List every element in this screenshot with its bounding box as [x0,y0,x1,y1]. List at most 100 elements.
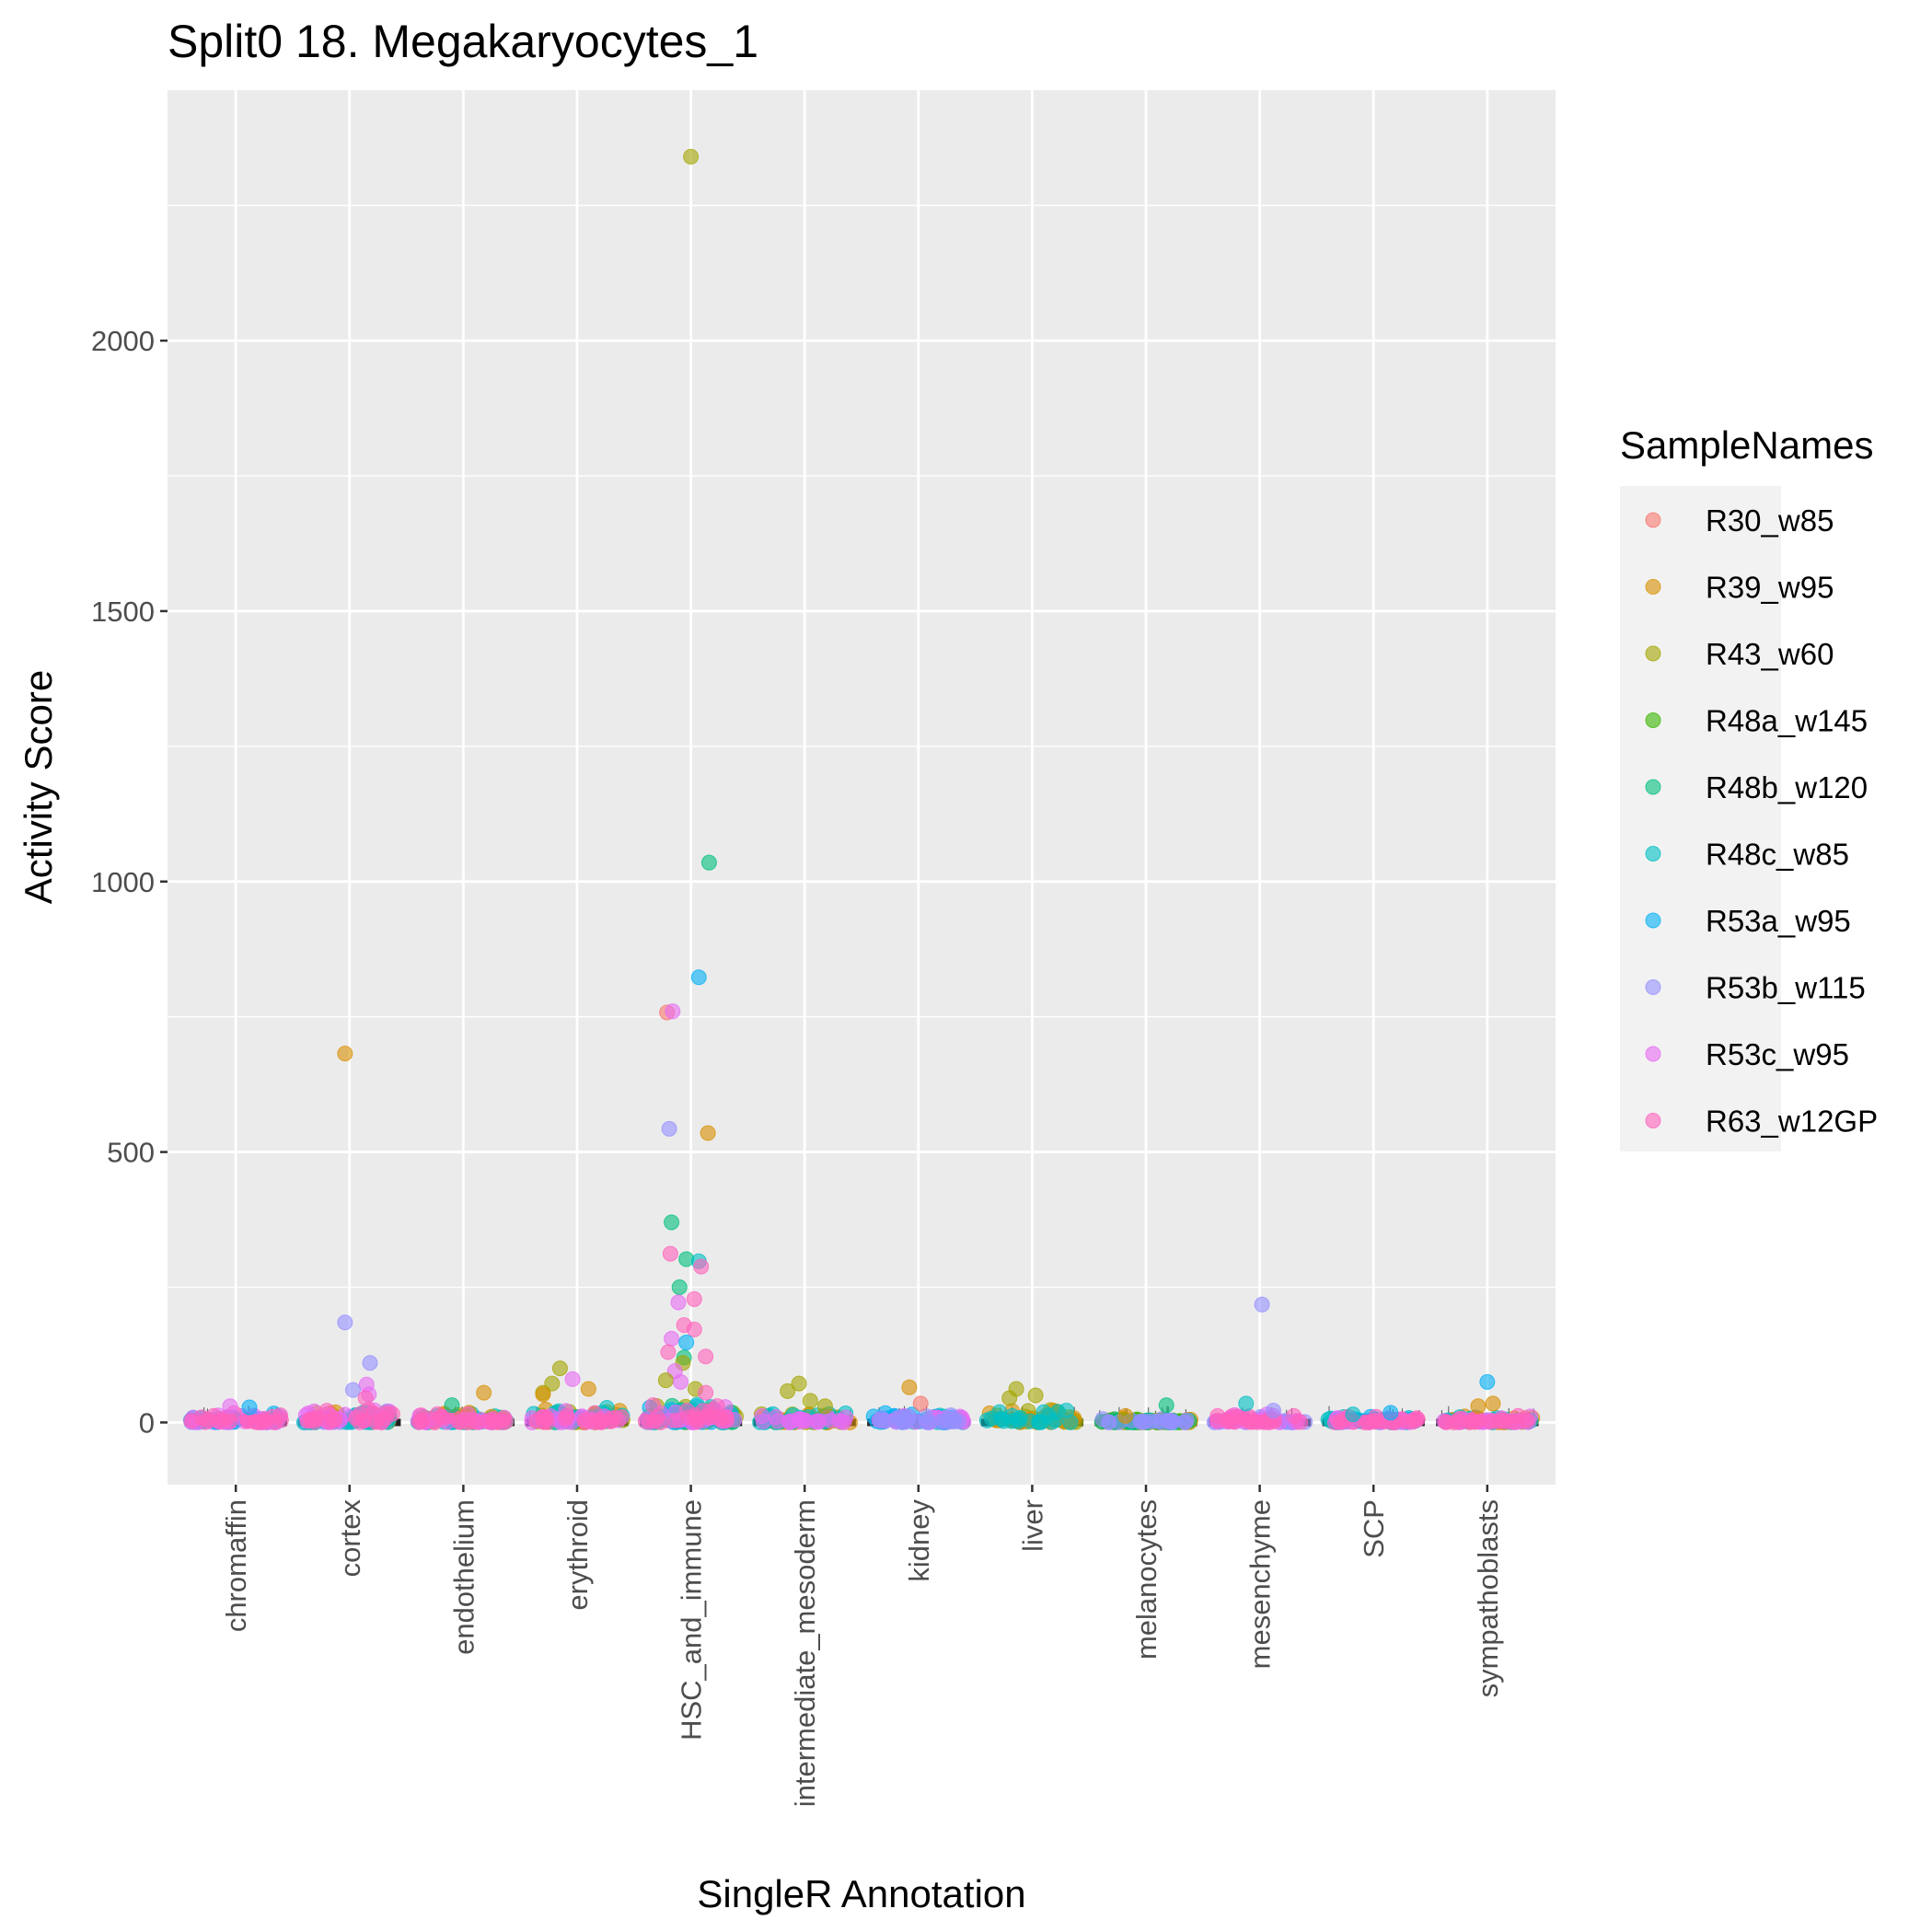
legend-label: R39_w95 [1706,571,1834,605]
legend-label: R53b_w115 [1706,971,1866,1005]
data-point [672,1373,688,1390]
data-point [912,1395,929,1412]
data-point [1001,1390,1018,1406]
data-point [369,1413,386,1429]
data-point [755,1413,771,1429]
data-point [337,1046,353,1062]
data-point [660,1344,677,1360]
legend-label: R30_w85 [1706,503,1834,538]
y-axis-title: Activity Score [17,670,60,904]
data-point [1027,1387,1044,1404]
data-point [661,1120,677,1137]
data-point [429,1406,445,1422]
legend-label: R53a_w95 [1706,904,1851,938]
x-tick-label: intermediate_mesoderm [789,1499,821,1807]
data-point [1498,1412,1514,1429]
data-point [653,1414,669,1430]
legend-key [1645,846,1661,862]
y-tick-label: 500 [107,1137,155,1169]
y-tick-label: 0 [139,1406,155,1439]
data-point [664,1330,680,1347]
x-tick-label: liver [1016,1499,1048,1552]
x-tick-label: erythroid [561,1499,594,1611]
data-point [1117,1407,1134,1424]
data-point [357,1390,374,1406]
y-tick-label: 2000 [91,325,155,357]
data-point [1470,1398,1487,1415]
data-point [657,1372,674,1389]
y-tick-label: 1500 [91,596,155,628]
data-point [337,1314,353,1331]
data-point [637,1413,654,1429]
legend-key [1645,1113,1661,1128]
data-point [918,1414,934,1430]
data-point [686,1290,702,1307]
legend-key [1645,645,1661,662]
data-point [690,969,707,986]
data-point [551,1360,568,1377]
data-point [1382,1405,1399,1421]
data-point [780,1382,796,1399]
data-point [671,1279,688,1296]
data-point [1292,1414,1309,1430]
legend-key [1645,979,1661,995]
legend-label: R48a_w145 [1706,704,1868,738]
point-layer [182,148,1541,1430]
data-point [1238,1395,1255,1412]
data-point [1138,1414,1154,1430]
legend-key [1645,912,1661,929]
legend-label: R53c_w95 [1706,1037,1849,1071]
data-point [1485,1395,1501,1412]
legend-key [1645,779,1661,795]
data-point [1254,1296,1270,1313]
x-tick-label: mesenchyme [1244,1499,1277,1669]
data-point [535,1386,551,1403]
data-point [873,1410,890,1427]
data-point [687,1406,703,1423]
x-tick-label: kidney [903,1499,935,1582]
data-point [667,1412,684,1429]
data-point [978,1412,995,1429]
data-point [1246,1413,1263,1429]
y-axis: 0 500 1000 1500 2000 [91,325,168,1439]
x-tick-label: melanocytes [1130,1499,1163,1660]
data-point [1035,1404,1052,1420]
data-point [1357,1414,1373,1430]
data-point [1326,1414,1343,1430]
x-tick-label: SCP [1358,1499,1390,1558]
data-point [495,1414,512,1430]
legend-label: R63_w12GP [1706,1105,1878,1139]
data-point [665,1003,681,1020]
y-tick-label: 1000 [91,866,155,898]
data-point [1218,1412,1234,1429]
data-point [1265,1402,1281,1418]
data-point [991,1404,1008,1420]
legend-label: R48b_w120 [1706,770,1868,804]
data-point [1405,1414,1421,1430]
data-point [222,1398,238,1415]
data-point [476,1384,492,1401]
legend: SampleNames R30_w85 R39_w95 R43_w60 R48a_w1… [1620,423,1878,1151]
data-point [901,1379,918,1395]
data-point [469,1414,485,1430]
x-tick-label: endothelium [447,1499,480,1655]
data-point [693,1258,710,1275]
legend-key [1645,512,1661,528]
data-point [1003,1413,1020,1429]
data-point [325,1412,341,1429]
data-point [888,1414,905,1430]
data-point [613,1409,630,1426]
x-tick-label: HSC_and_immune [676,1499,708,1741]
data-point [670,1294,687,1311]
legend-title: SampleNames [1620,423,1873,467]
data-point [700,1125,716,1141]
data-point [662,1245,678,1262]
data-point [1163,1412,1179,1429]
data-point [834,1414,850,1430]
data-point [943,1407,959,1424]
legend-key [1645,712,1661,728]
data-point [559,1407,575,1424]
data-point [712,1411,729,1428]
data-point [1176,1414,1193,1430]
